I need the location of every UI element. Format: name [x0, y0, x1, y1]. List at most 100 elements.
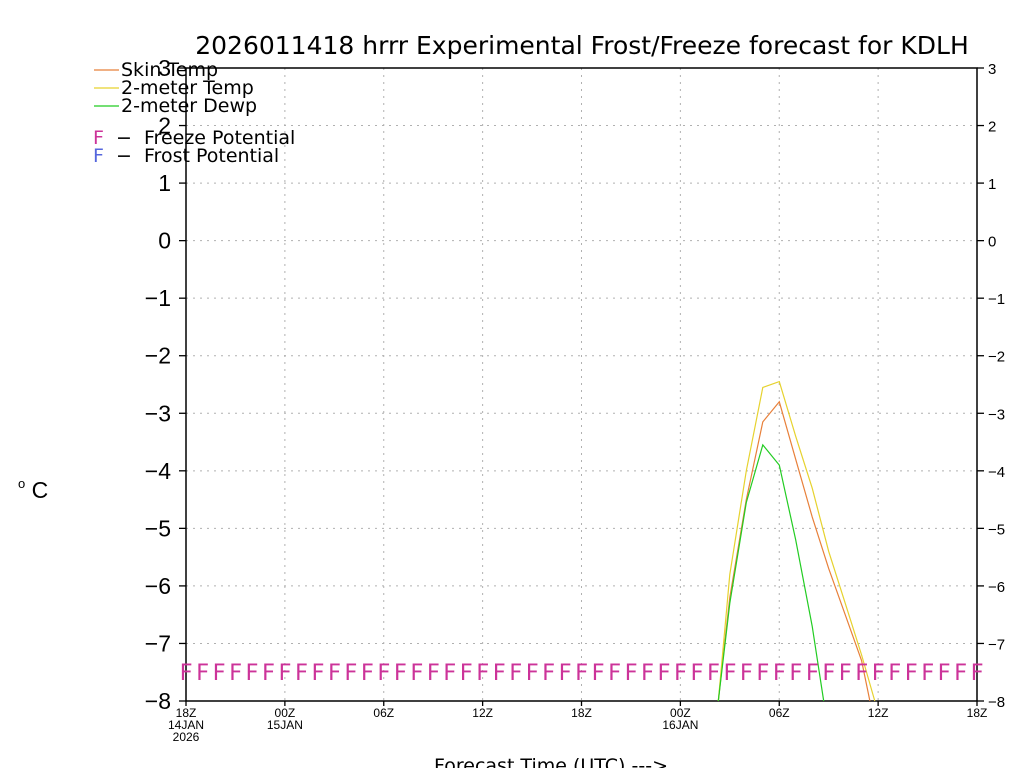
flag-legend-entry: F − Frost Potential: [93, 145, 279, 167]
x-tick-label-line: 18Z: [176, 706, 197, 720]
freeze-flag: F: [558, 661, 571, 686]
freeze-flag: F: [311, 661, 324, 686]
x-tick-label-line: 18Z: [571, 706, 592, 720]
y-tick-label-right: −3: [988, 406, 1005, 423]
freeze-flag: F: [921, 661, 934, 686]
y-axis-label: o C: [18, 467, 48, 503]
x-tick-label: 18Z 14JAN 2026: [168, 706, 204, 744]
y-tick-label-left: 3: [158, 55, 171, 81]
celsius-unit: C: [32, 477, 49, 503]
degree-symbol: o: [18, 476, 25, 491]
freeze-flag: F: [624, 661, 637, 686]
y-tick-label-right: −6: [988, 579, 1005, 596]
flag-legend-label: − Frost Potential: [104, 145, 279, 167]
freeze-flag: F: [394, 661, 407, 686]
freeze-flag: F: [525, 661, 538, 686]
y-tick-label-left: −8: [145, 688, 171, 714]
y-tick-label-right: −1: [988, 291, 1005, 308]
x-tick-label: 06Z: [769, 706, 790, 720]
freeze-flag: F: [641, 661, 654, 686]
x-tick-label-line: 14JAN: [168, 718, 204, 732]
freeze-flag: F: [229, 661, 242, 686]
y-tick-label-left: −7: [145, 630, 171, 656]
freeze-flag: F: [608, 661, 621, 686]
freeze-flag: F: [954, 661, 967, 686]
freeze-flag: F: [657, 661, 670, 686]
freeze-flag: F: [806, 661, 819, 686]
freeze-flag: F: [410, 661, 423, 686]
x-tick-label: 12Z: [472, 706, 493, 720]
freeze-flag: F: [690, 661, 703, 686]
y-tick-label-left: −2: [145, 343, 171, 369]
series-2-meter-temp: [717, 380, 876, 702]
x-tick-label-line: 00Z: [670, 706, 691, 720]
series-skin-temp: [717, 400, 871, 702]
freeze-flag: F: [427, 661, 440, 686]
freeze-flag: F: [723, 661, 736, 686]
freeze-flag: F: [872, 661, 885, 686]
x-axis-title: Forecast Time (UTC) --->: [434, 755, 668, 768]
x-tick-label: 06Z: [373, 706, 394, 720]
freeze-flag: F: [855, 661, 868, 686]
y-tick-label-right: −2: [988, 349, 1005, 366]
y-tick-label-left: 1: [158, 170, 171, 196]
freeze-flag: F: [245, 661, 258, 686]
freeze-flag: F: [707, 661, 720, 686]
freeze-flag: F: [542, 661, 555, 686]
freeze-flag: F: [773, 661, 786, 686]
x-tick-label-line: 16JAN: [662, 718, 698, 732]
freeze-flag: F: [970, 661, 983, 686]
freeze-flag: F: [344, 661, 357, 686]
y-tick-label-left: −3: [145, 400, 171, 426]
x-tick-label-line: 12Z: [868, 706, 889, 720]
flag-legend-symbol: F: [93, 145, 104, 167]
freeze-flag: F: [295, 661, 308, 686]
y-tick-label-right: 2: [988, 119, 996, 136]
x-tick-label: 18Z: [967, 706, 988, 720]
x-tick-label: 00Z 15JAN: [267, 706, 303, 732]
freeze-flag: F: [509, 661, 522, 686]
freeze-flag: F: [888, 661, 901, 686]
freeze-flag: F: [904, 661, 917, 686]
freeze-flag: F: [196, 661, 209, 686]
y-axis-labels-left: 3 2 1 0 −1 −2 −3 −4 −5 −6 −7 −8: [145, 55, 171, 714]
x-tick-label-line: 06Z: [769, 706, 790, 720]
freeze-flag: F: [361, 661, 374, 686]
freeze-flag: F: [839, 661, 852, 686]
freeze-flag: F: [476, 661, 489, 686]
freeze-flag: F: [674, 661, 687, 686]
freeze-flag: F: [460, 661, 473, 686]
x-tick-label-line: 00Z: [275, 706, 296, 720]
freeze-flag: F: [756, 661, 769, 686]
x-tick-label-line: 2026: [173, 730, 200, 744]
axis-ticks: [179, 67, 984, 706]
freeze-flag: F: [789, 661, 802, 686]
y-tick-label-left: −4: [145, 458, 171, 484]
legend-label: 2-meter Temp: [121, 77, 254, 99]
series-2-meter-dewp: [717, 443, 825, 702]
y-tick-label-right: 0: [988, 234, 996, 251]
y-tick-label-left: −5: [145, 515, 171, 541]
freeze-flag: F: [328, 661, 341, 686]
y-tick-label-right: −7: [988, 636, 1005, 653]
freeze-flag: F: [278, 661, 291, 686]
freeze-flag: F: [377, 661, 390, 686]
freeze-flag: F: [179, 661, 192, 686]
y-tick-label-right: −5: [988, 521, 1005, 538]
y-tick-label-left: −1: [145, 285, 171, 311]
x-tick-label-line: 15JAN: [267, 718, 303, 732]
series-lines: [717, 380, 876, 702]
y-tick-label-left: 2: [158, 113, 171, 139]
y-axis-labels-right: 3 2 1 0 −1 −2 −3 −4 −5 −6 −7 −8: [988, 61, 1005, 711]
freeze-flag: F: [575, 661, 588, 686]
x-tick-label: 12Z: [868, 706, 889, 720]
flag-legend-label: − Freeze Potential: [104, 127, 295, 149]
freeze-flag: F: [740, 661, 753, 686]
freeze-flag: F: [492, 661, 505, 686]
legend-label: Skin Temp: [121, 59, 218, 81]
y-tick-label-right: −8: [988, 694, 1005, 711]
